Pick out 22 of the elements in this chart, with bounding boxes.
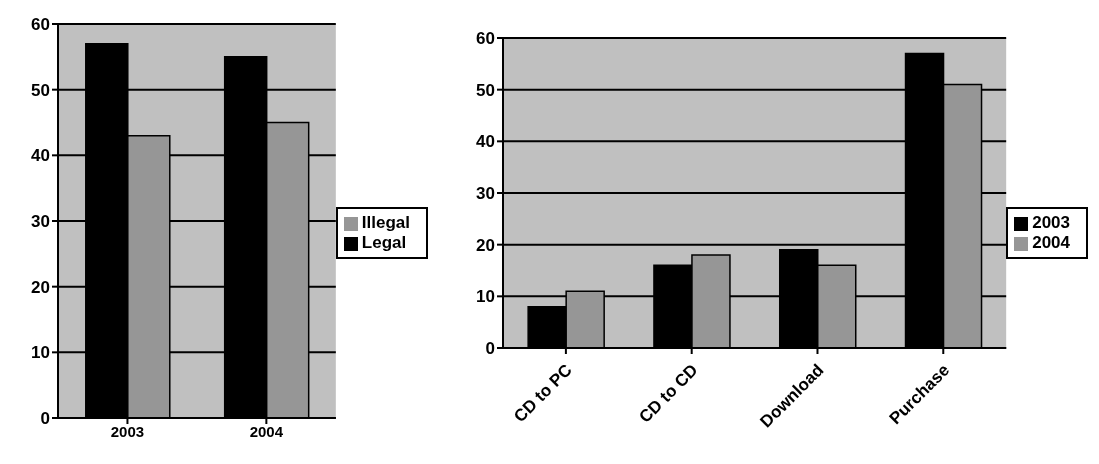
y-tick-label: 40 <box>476 132 495 152</box>
legend-label: Illegal <box>361 213 410 232</box>
x-tick-label: CD to PC <box>510 360 576 426</box>
y-tick-label: 60 <box>31 15 50 35</box>
y-tick-label: 0 <box>485 339 495 359</box>
x-tick-label: 2003 <box>110 422 145 440</box>
y-tick-label: 20 <box>31 277 50 297</box>
y-tick-label: 40 <box>31 146 50 166</box>
y-tick-label: 30 <box>476 184 495 204</box>
x-tick-label: 2004 <box>249 422 284 440</box>
y-tick-label: 30 <box>31 212 50 232</box>
y-tick-label: 10 <box>476 287 495 307</box>
y-tick-label: 50 <box>476 80 495 100</box>
legend-label: 2004 <box>1032 233 1070 252</box>
y-tick-label: 60 <box>476 29 495 49</box>
y-tick-label: 0 <box>40 409 50 429</box>
y-tick-label: 50 <box>31 80 50 100</box>
y-tick-label: 10 <box>31 343 50 363</box>
legend-label: Legal <box>361 233 407 252</box>
y-tick-label: 20 <box>476 235 495 255</box>
x-tick-label: CD to CD <box>635 360 702 427</box>
legend-label: 2003 <box>1032 213 1070 232</box>
